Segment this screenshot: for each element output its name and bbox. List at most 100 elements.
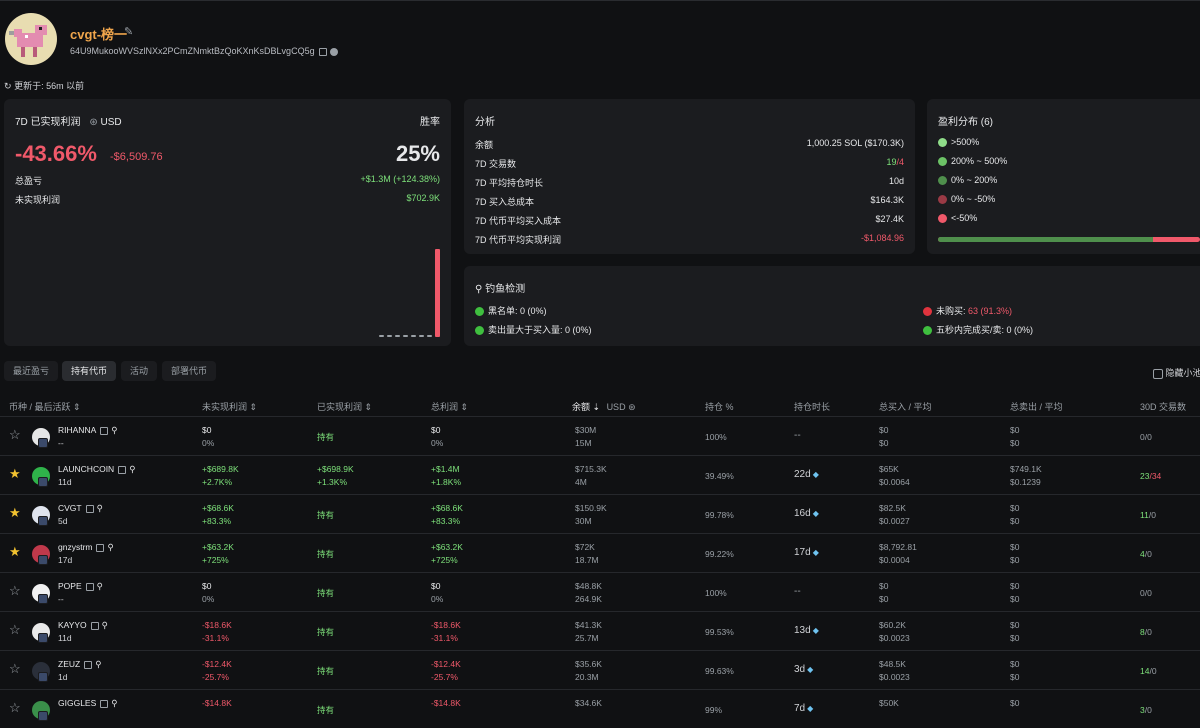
not-bought-row: 未购买: 63 (91.3%)	[923, 304, 1012, 317]
green-dot-icon	[475, 326, 484, 336]
chain-badge-icon	[38, 438, 48, 448]
refresh-icon[interactable]: ↻	[4, 81, 12, 91]
unrealized-value: -$12.4K	[202, 659, 232, 669]
bought-total: $82.5K	[879, 503, 906, 513]
updated-status[interactable]: ↻ 更新于: 56m 以前	[4, 79, 84, 92]
currency-toggle-icon[interactable]: ⊛	[89, 117, 98, 128]
table-row[interactable]: ☆ KAYYO ⚲ 11d -$18.6K -31.1% 持有 -$18.6K -31.1% $4…	[0, 611, 1200, 650]
star-icon[interactable]: ☆	[9, 583, 21, 598]
star-icon[interactable]: ☆	[9, 661, 21, 676]
header-realized[interactable]: 已实现利润 ⇕	[317, 402, 373, 412]
token-symbol[interactable]: LAUNCHCOIN ⚲	[58, 463, 135, 475]
star-icon[interactable]: ☆	[9, 622, 21, 637]
token-symbol-text[interactable]: LAUNCHCOIN	[58, 464, 115, 474]
unrealized-value: -$14.8K	[202, 698, 232, 708]
copy-icon[interactable]	[85, 582, 94, 591]
search-icon[interactable]: ⚲	[101, 620, 108, 630]
tx-count: 8/0	[1140, 626, 1152, 638]
table-row[interactable]: ☆ POPE ⚲ -- $0 0% 持有 $0 0% $48.8K 264.9K 100% -- $0 $0…	[0, 572, 1200, 611]
token-symbol-text[interactable]: POPE	[58, 581, 82, 591]
header-total[interactable]: 总利润 ⇕	[431, 402, 469, 412]
token-symbol[interactable]: GIGGLES ⚲	[58, 697, 118, 709]
distribution-label: 200% ~ 500%	[951, 156, 1008, 166]
wallet-name: cvgt-榜一	[70, 27, 128, 42]
search-icon[interactable]: ⚲	[107, 542, 114, 552]
copy-icon[interactable]	[100, 699, 109, 708]
table-row[interactable]: ★ LAUNCHCOIN ⚲ 11d +$689.8K +2.7K% +$698.9K +1.…	[0, 455, 1200, 494]
header-balance[interactable]: 余额 ⇣ USD ⊛	[572, 402, 636, 412]
table-row[interactable]: ★ gnzystrm ⚲ 17d +$63.2K +725% 持有 +$63.2K +725% $…	[0, 533, 1200, 572]
header-bought[interactable]: 总买入 / 平均	[879, 400, 932, 413]
hold-time: 16d ◆	[794, 508, 819, 520]
tab-holdings[interactable]: 持有代币	[62, 361, 117, 381]
header-unrealized[interactable]: 未实现利润 ⇕	[202, 402, 258, 412]
table-row[interactable]: ☆ ZEUZ ⚲ 1d -$12.4K -25.7% 持有 -$12.4K -25.7% $35.…	[0, 650, 1200, 689]
star-icon[interactable]: ★	[9, 505, 21, 520]
copy-icon[interactable]	[118, 465, 127, 474]
explorer-icon[interactable]	[329, 47, 338, 56]
search-icon[interactable]: ⚲	[111, 698, 118, 708]
tab-deployed[interactable]: 部署代币	[162, 361, 217, 381]
copy-icon[interactable]	[90, 621, 99, 630]
token-symbol[interactable]: gnzystrm ⚲	[58, 541, 114, 553]
analysis-row-label: 7D 买入总成本	[475, 197, 535, 207]
token-symbol[interactable]: CVGT ⚲	[58, 502, 103, 514]
total-pct: +1.8K%	[431, 477, 462, 487]
header-token[interactable]: 币种 / 最后活跃 ⇕	[9, 402, 81, 412]
search-icon[interactable]: ⚲	[129, 464, 136, 474]
realized-holding: 持有	[317, 432, 335, 442]
chain-badge-icon	[38, 516, 48, 526]
copy-icon[interactable]	[318, 47, 327, 56]
hide-small-checkbox[interactable]	[1153, 368, 1163, 379]
total-value: -$14.8K	[431, 698, 461, 708]
edit-icon[interactable]: ✎	[124, 26, 134, 38]
token-symbol[interactable]: RIHANNA ⚲	[58, 424, 118, 436]
token-symbol-text[interactable]: RIHANNA	[58, 425, 97, 435]
token-symbol[interactable]: ZEUZ ⚲	[58, 658, 101, 670]
star-icon[interactable]: ☆	[9, 700, 21, 715]
token-symbol[interactable]: POPE ⚲	[58, 580, 103, 592]
token-logo	[32, 623, 50, 643]
hide-small-pools[interactable]: 隐藏小池	[1153, 366, 1200, 379]
table-row[interactable]: ☆ RIHANNA ⚲ -- $0 0% 持有 $0 0% $30M 15M 100% -- $0 $0 $0…	[0, 416, 1200, 455]
copy-icon[interactable]	[84, 660, 93, 669]
token-symbol-text[interactable]: ZEUZ	[58, 659, 81, 669]
chain-badge-icon	[38, 633, 48, 643]
sold-total: $0	[1010, 542, 1020, 552]
star-icon[interactable]: ☆	[9, 427, 21, 442]
token-symbol[interactable]: KAYYO ⚲	[58, 619, 108, 631]
tab-activity[interactable]: 活动	[121, 361, 158, 381]
hold-pct: 100%	[705, 432, 727, 442]
token-symbol-text[interactable]: GIGGLES	[58, 698, 97, 708]
analysis-card: 分析 余额 1,000.25 SOL ($170.3K) 7D 交易数 19/4 7D …	[464, 99, 915, 254]
tx-count: 3/0	[1140, 704, 1152, 716]
table-row[interactable]: ★ CVGT ⚲ 5d +$68.6K +83.3% 持有 +$68.6K +83.3% $150…	[0, 494, 1200, 533]
analysis-title: 分析	[475, 117, 495, 128]
realized-holding: 持有	[317, 705, 335, 715]
copy-icon[interactable]	[85, 504, 94, 513]
currency-toggle-icon[interactable]: ⊛	[628, 402, 636, 412]
bought-total: $8,792.81	[879, 542, 917, 552]
copy-icon[interactable]	[96, 543, 105, 552]
copy-icon[interactable]	[100, 426, 109, 435]
tab-recent-pnl[interactable]: 最近盈亏	[4, 361, 59, 381]
star-icon[interactable]: ★	[9, 466, 21, 481]
token-symbol-text[interactable]: KAYYO	[58, 620, 87, 630]
fast-trade-text: 五秒内完成买/卖: 0 (0%)	[936, 325, 1034, 335]
balance-amount: 264.9K	[575, 594, 602, 604]
search-icon[interactable]: ⚲	[95, 659, 102, 669]
sold-more-row: 卖出量大于买入量: 0 (0%)	[475, 323, 592, 336]
total-pct: 0%	[431, 594, 444, 604]
table-row[interactable]: ☆ GIGGLES ⚲ -$14.8K 持有 -$14.8K $34.6K 99% 7d ◆ $50…	[0, 689, 1200, 728]
star-icon[interactable]: ★	[9, 544, 21, 559]
currency-label[interactable]: USD	[100, 117, 122, 128]
search-icon[interactable]: ⚲	[96, 581, 103, 591]
header-hold-time: 持仓时长	[794, 402, 831, 412]
header-sold[interactable]: 总卖出 / 平均	[1010, 400, 1063, 413]
analysis-row-value: $164.3K	[870, 195, 904, 205]
search-icon[interactable]: ⚲	[111, 425, 118, 435]
unrealized-pct: 0%	[202, 438, 215, 448]
search-icon[interactable]: ⚲	[96, 503, 103, 513]
token-symbol-text[interactable]: gnzystrm	[58, 542, 93, 552]
token-symbol-text[interactable]: CVGT	[58, 503, 82, 513]
